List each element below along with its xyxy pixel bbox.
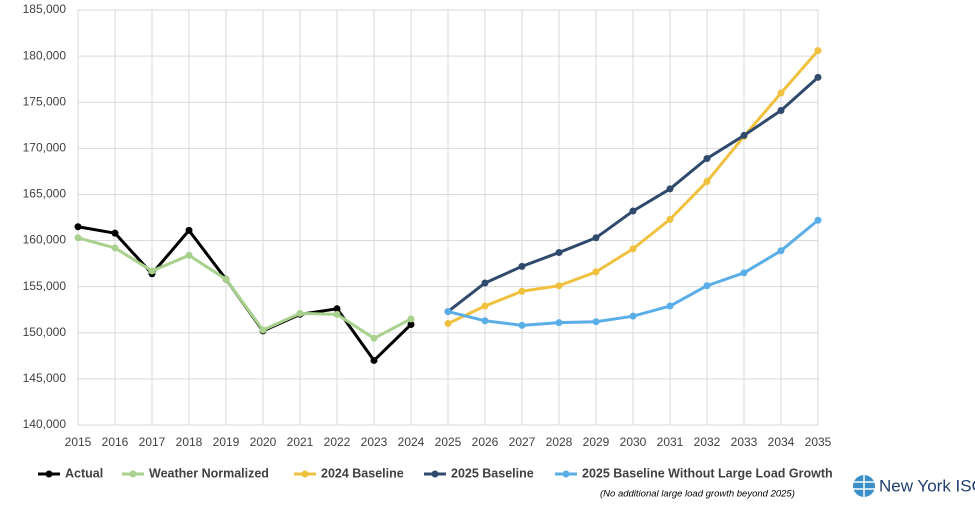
data-point xyxy=(592,234,600,242)
data-point xyxy=(777,89,785,97)
x-tick-label: 2024 xyxy=(398,435,425,449)
x-tick-label: 2021 xyxy=(287,435,314,449)
data-point xyxy=(222,275,230,283)
legend-label: 2025 Baseline Without Large Load Growth xyxy=(582,466,833,480)
x-tick-label: 2017 xyxy=(139,435,166,449)
data-point xyxy=(111,244,119,252)
data-point xyxy=(592,268,600,276)
x-tick-label: 2026 xyxy=(472,435,499,449)
y-tick-label: 180,000 xyxy=(23,48,67,62)
data-point xyxy=(481,317,489,325)
data-point xyxy=(592,318,600,326)
data-point xyxy=(259,326,267,334)
x-tick-label: 2018 xyxy=(176,435,203,449)
data-point xyxy=(407,320,415,328)
logo-text: New York ISO xyxy=(879,476,975,495)
legend-marker xyxy=(45,470,53,478)
legend-label: Weather Normalized xyxy=(149,466,269,480)
data-point xyxy=(629,207,637,215)
data-point xyxy=(74,223,82,231)
data-point xyxy=(148,267,156,275)
x-tick-label: 2020 xyxy=(250,435,277,449)
legend-marker xyxy=(129,470,137,478)
y-tick-label: 170,000 xyxy=(23,141,67,155)
legend-item: 2025 Baseline Without Large Load Growth xyxy=(555,466,833,480)
x-tick-label: 2019 xyxy=(213,435,240,449)
data-point xyxy=(629,245,637,253)
data-point xyxy=(185,251,193,259)
x-tick-label: 2022 xyxy=(324,435,351,449)
legend-item: 2024 Baseline xyxy=(294,466,404,480)
data-point xyxy=(370,334,378,342)
data-point xyxy=(814,47,822,55)
y-tick-label: 185,000 xyxy=(23,2,67,16)
data-point xyxy=(555,282,563,290)
y-tick-label: 175,000 xyxy=(23,94,67,108)
x-tick-label: 2031 xyxy=(657,435,684,449)
data-point xyxy=(333,310,341,318)
data-point xyxy=(407,315,415,323)
x-tick-label: 2023 xyxy=(361,435,388,449)
x-tick-label: 2028 xyxy=(546,435,573,449)
x-tick-label: 2035 xyxy=(805,435,832,449)
x-tick-label: 2033 xyxy=(731,435,758,449)
data-point xyxy=(703,178,711,186)
series-line xyxy=(77,236,412,340)
y-tick-label: 160,000 xyxy=(23,233,67,247)
data-point xyxy=(518,321,526,329)
data-point xyxy=(111,229,119,237)
data-point xyxy=(296,309,304,317)
data-point xyxy=(185,226,193,234)
data-point xyxy=(518,287,526,295)
data-point xyxy=(370,356,378,364)
data-point xyxy=(777,107,785,115)
data-point xyxy=(740,131,748,139)
data-point xyxy=(666,215,674,223)
legend-item: Actual xyxy=(38,466,103,480)
y-tick-label: 155,000 xyxy=(23,279,67,293)
legend-label: Actual xyxy=(65,466,103,480)
x-tick-label: 2030 xyxy=(620,435,647,449)
data-point xyxy=(444,320,452,328)
y-tick-label: 165,000 xyxy=(23,187,67,201)
data-point xyxy=(814,73,822,81)
data-point xyxy=(740,269,748,277)
data-point xyxy=(777,247,785,255)
legend-marker xyxy=(301,470,309,478)
data-point xyxy=(481,302,489,310)
data-point xyxy=(481,279,489,287)
x-tick-label: 2029 xyxy=(583,435,610,449)
y-tick-label: 145,000 xyxy=(23,371,67,385)
x-tick-label: 2034 xyxy=(768,435,795,449)
legend-label: 2024 Baseline xyxy=(321,466,404,480)
data-point xyxy=(703,282,711,290)
data-point xyxy=(74,234,82,242)
annotation: (No additional large load growth beyond … xyxy=(600,489,795,500)
x-tick-label: 2027 xyxy=(509,435,536,449)
x-tick-label: 2016 xyxy=(102,435,129,449)
data-point xyxy=(555,319,563,327)
y-tick-label: 140,000 xyxy=(23,417,67,431)
y-tick-label: 150,000 xyxy=(23,325,67,339)
legend-item: 2025 Baseline xyxy=(424,466,534,480)
legend-marker xyxy=(562,470,570,478)
data-point xyxy=(666,302,674,310)
x-tick-label: 2025 xyxy=(435,435,462,449)
data-point xyxy=(333,305,341,313)
data-point xyxy=(518,262,526,270)
data-point xyxy=(555,249,563,257)
legend-label: 2025 Baseline xyxy=(451,466,534,480)
legend-item: Weather Normalized xyxy=(122,466,269,480)
data-point xyxy=(444,308,452,316)
data-point xyxy=(629,312,637,320)
logo: New York ISO xyxy=(853,475,975,497)
data-point xyxy=(666,185,674,193)
x-tick-label: 2032 xyxy=(694,435,721,449)
x-tick-label: 2015 xyxy=(65,435,92,449)
data-point xyxy=(703,154,711,162)
legend-marker xyxy=(431,470,439,478)
data-point xyxy=(814,216,822,224)
series-line xyxy=(77,225,413,362)
